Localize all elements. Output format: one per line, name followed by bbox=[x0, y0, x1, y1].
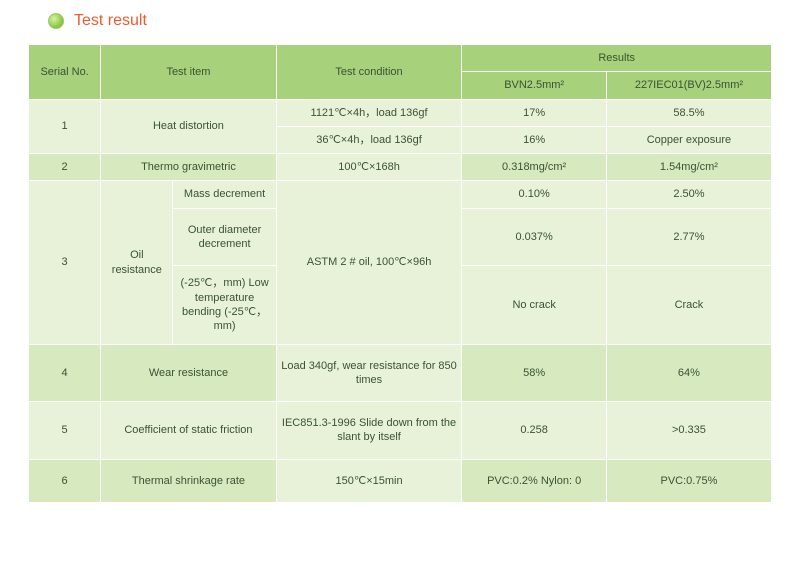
table-row: 2 Thermo gravimetric 100℃×168h 0.318mg/c… bbox=[29, 154, 772, 181]
cell-result-a: 16% bbox=[462, 126, 606, 153]
col-test-item: Test item bbox=[101, 45, 276, 100]
table-row: 6 Thermal shrinkage rate 150℃×15min PVC:… bbox=[29, 459, 772, 502]
col-serial: Serial No. bbox=[29, 45, 101, 100]
cell-serial: 3 bbox=[29, 181, 101, 344]
cell-result-a: 17% bbox=[462, 99, 606, 126]
table-header-row: Serial No. Test item Test condition Resu… bbox=[29, 45, 772, 72]
section-title: Test result bbox=[74, 12, 147, 30]
cell-result-b: >0.335 bbox=[606, 402, 771, 460]
cell-result-b: 58.5% bbox=[606, 99, 771, 126]
results-table: Serial No. Test item Test condition Resu… bbox=[28, 44, 772, 503]
cell-item: Coefficient of static friction bbox=[101, 402, 276, 460]
cell-subitem: Outer diameter decrement bbox=[173, 208, 276, 266]
cell-condition: 100℃×168h bbox=[276, 154, 462, 181]
col-results: Results bbox=[462, 45, 772, 72]
cell-result-b: Copper exposure bbox=[606, 126, 771, 153]
cell-result-a: 0.10% bbox=[462, 181, 606, 208]
cell-serial: 6 bbox=[29, 459, 101, 502]
col-test-condition: Test condition bbox=[276, 45, 462, 100]
cell-item: Oil resistance bbox=[101, 181, 173, 344]
cell-result-b: 2.77% bbox=[606, 208, 771, 266]
cell-result-b: 2.50% bbox=[606, 181, 771, 208]
section-header: Test result bbox=[48, 12, 772, 30]
cell-condition: 1121℃×4h，load 136gf bbox=[276, 99, 462, 126]
cell-serial: 2 bbox=[29, 154, 101, 181]
cell-condition: 36℃×4h，load 136gf bbox=[276, 126, 462, 153]
cell-serial: 4 bbox=[29, 344, 101, 402]
cell-serial: 5 bbox=[29, 402, 101, 460]
cell-result-a: 0.037% bbox=[462, 208, 606, 266]
table-row: 1 Heat distortion 1121℃×4h，load 136gf 17… bbox=[29, 99, 772, 126]
cell-subitem: Mass decrement bbox=[173, 181, 276, 208]
col-result-b: 227IEC01(BV)2.5mm² bbox=[606, 72, 771, 99]
cell-result-b: 64% bbox=[606, 344, 771, 402]
table-row: 5 Coefficient of static friction IEC851.… bbox=[29, 402, 772, 460]
cell-result-a: 0.258 bbox=[462, 402, 606, 460]
cell-item: Heat distortion bbox=[101, 99, 276, 154]
cell-item: Thermo gravimetric bbox=[101, 154, 276, 181]
cell-condition: Load 340gf, wear resistance for 850 time… bbox=[276, 344, 462, 402]
cell-result-b: Crack bbox=[606, 266, 771, 344]
cell-item: Wear resistance bbox=[101, 344, 276, 402]
cell-subitem: (-25℃，mm) Low temperature bending (-25℃，… bbox=[173, 266, 276, 344]
cell-serial: 1 bbox=[29, 99, 101, 154]
cell-item: Thermal shrinkage rate bbox=[101, 459, 276, 502]
cell-condition: 150℃×15min bbox=[276, 459, 462, 502]
col-result-a: BVN2.5mm² bbox=[462, 72, 606, 99]
table-row: 4 Wear resistance Load 340gf, wear resis… bbox=[29, 344, 772, 402]
cell-result-a: 0.318mg/cm² bbox=[462, 154, 606, 181]
cell-result-a: No crack bbox=[462, 266, 606, 344]
cell-result-b: 1.54mg/cm² bbox=[606, 154, 771, 181]
bullet-icon bbox=[48, 13, 64, 29]
cell-condition: IEC851.3-1996 Slide down from the slant … bbox=[276, 402, 462, 460]
cell-condition: ASTM 2 # oil, 100℃×96h bbox=[276, 181, 462, 344]
cell-result-a: 58% bbox=[462, 344, 606, 402]
cell-result-a: PVC:0.2% Nylon: 0 bbox=[462, 459, 606, 502]
table-row: 3 Oil resistance Mass decrement ASTM 2 #… bbox=[29, 181, 772, 208]
cell-result-b: PVC:0.75% bbox=[606, 459, 771, 502]
